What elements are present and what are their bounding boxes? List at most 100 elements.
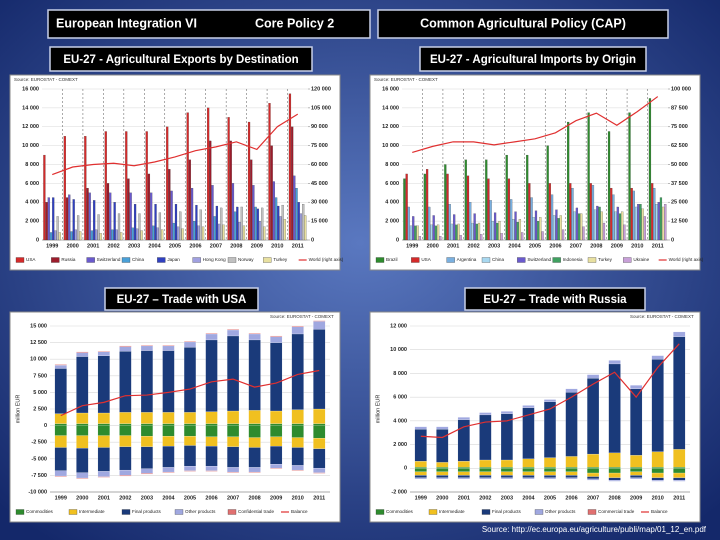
x-tick-label: 2010 (292, 495, 304, 501)
bar-segment (587, 476, 600, 480)
bar-segment (457, 477, 470, 480)
bar-segment (673, 472, 686, 478)
bar (117, 213, 121, 241)
bar (131, 227, 134, 241)
bar (446, 173, 449, 241)
bar (288, 93, 292, 241)
bar-segment (162, 446, 175, 468)
bar-segment (76, 352, 89, 357)
y-tick-label: 0 (36, 237, 39, 243)
bar-segment (414, 461, 427, 468)
bar (403, 178, 406, 241)
bar (188, 159, 191, 241)
bar-segment (500, 468, 513, 472)
bar (457, 223, 460, 241)
bar-segment (543, 457, 557, 468)
bar-segment (608, 472, 621, 478)
bar-segment (414, 471, 427, 476)
bar (600, 211, 603, 241)
bar-segment (248, 447, 261, 468)
bar (195, 204, 198, 241)
x-tick-label: 2009 (270, 495, 282, 501)
bar (464, 159, 467, 241)
bar (227, 117, 230, 241)
bar-segment (119, 469, 132, 476)
legend-swatch (428, 509, 438, 515)
x-tick-label: 2011 (292, 243, 304, 249)
y-tick-label: 0 (44, 423, 47, 429)
bar (156, 227, 159, 241)
bar-segment (414, 467, 427, 469)
x-tick-label: 2011 (313, 495, 325, 501)
bar (88, 192, 91, 241)
bar (569, 183, 572, 241)
bar (147, 173, 151, 241)
x-tick-label: 2007 (227, 495, 239, 501)
bar (234, 211, 237, 241)
bar (240, 206, 243, 241)
bar (106, 183, 110, 241)
bar-segment (630, 388, 643, 456)
bar (514, 211, 517, 241)
x-tick-label: 2009 (630, 495, 642, 501)
legend-label: Switzerland (527, 257, 551, 262)
bar-segment (565, 467, 578, 469)
bar (115, 229, 118, 241)
bar (602, 222, 606, 241)
bar-segment (313, 438, 326, 449)
bar (270, 145, 273, 241)
bar-segment (543, 468, 557, 472)
bar-segment (97, 447, 110, 472)
x-tick-label: 2007 (570, 243, 582, 249)
legend-swatch (15, 257, 25, 263)
x-tick-label: 2011 (673, 495, 685, 501)
bar (567, 121, 570, 241)
bar (510, 199, 513, 241)
chart-source: Source: EUROSTAT - COMEXT (630, 314, 694, 319)
bar-segment (313, 423, 326, 426)
bar-segment (76, 435, 89, 449)
bar-segment (183, 423, 197, 426)
bar-segment (291, 326, 304, 335)
bar-segment (608, 468, 621, 474)
line (52, 113, 299, 176)
line (412, 96, 659, 153)
bar (578, 213, 581, 241)
bar (487, 178, 490, 241)
legend-label: Hong Kong (203, 257, 226, 262)
chart-title-box (419, 46, 647, 72)
bar (140, 230, 143, 241)
bar-segment (97, 355, 110, 414)
bar-segment (651, 355, 664, 360)
y-tick-label: 10 000 (390, 347, 407, 353)
bar (616, 206, 619, 241)
bar-segment (205, 423, 218, 426)
y2-tick-label: 60 000 (311, 162, 328, 168)
bar-segment (291, 469, 304, 471)
legend-swatch (263, 257, 272, 263)
x-tick-label: 1999 (46, 243, 58, 249)
x-tick-label: 2001 (447, 243, 459, 249)
y-tick-label: -2 500 (31, 440, 47, 446)
bar-segment (587, 374, 600, 379)
legend-swatch (623, 257, 632, 263)
bar-segment (97, 435, 110, 448)
bar (648, 98, 652, 241)
x-tick-label: 2008 (608, 495, 620, 501)
bar (643, 216, 646, 241)
x-tick-label: 2000 (436, 495, 448, 501)
bar-segment (291, 465, 304, 471)
legend-label: Intermediate (79, 509, 105, 514)
y-tick-label: 0 (396, 237, 399, 243)
bar-segment (162, 345, 175, 351)
x-tick-label: 1999 (415, 495, 427, 501)
y-axis-label: million EUR (15, 395, 21, 424)
y2-tick-label: 12 500 (671, 219, 688, 225)
bar (534, 210, 538, 241)
bar-segment (119, 425, 132, 436)
bar-segment (436, 471, 449, 476)
bar-segment (140, 423, 153, 426)
bar-segment (248, 339, 261, 411)
header-left: European Integration VI (56, 16, 197, 30)
